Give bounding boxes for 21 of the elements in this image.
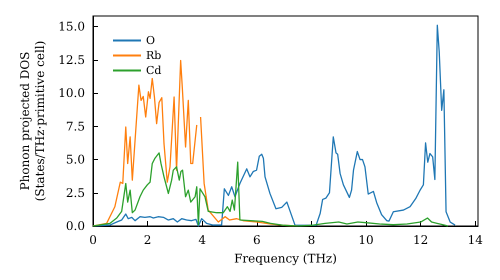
y-tick-label: 15.0 (58, 20, 85, 34)
y-tick-label: 2.5 (66, 186, 85, 200)
y-axis-title: Phonon projected DOS (States/THz·primitive cell) (18, 40, 47, 202)
x-tick-label: 12 (413, 233, 428, 247)
x-axis-title: Frequency (THz) (234, 251, 337, 266)
y-tick-label: 10.0 (58, 86, 85, 100)
x-tick-label: 14 (468, 233, 484, 247)
y-tick-label: 5.0 (66, 152, 85, 167)
legend-label: O (146, 34, 156, 47)
x-tick-label: 2 (144, 233, 152, 247)
x-tick-label: 4 (198, 233, 206, 247)
y-tick-label: 0.0 (66, 219, 85, 233)
legend-label: Rb (146, 49, 162, 62)
y-tick-label: 7.5 (66, 119, 85, 134)
x-tick-label: 0 (89, 233, 97, 247)
line-series (92, 152, 449, 227)
legend-label: Cd (146, 64, 162, 77)
y-tick-label: 12.5 (58, 52, 85, 67)
x-tick-label: 8 (308, 233, 316, 247)
x-tick-label: 6 (253, 233, 261, 247)
x-tick-label: 10 (358, 233, 374, 247)
